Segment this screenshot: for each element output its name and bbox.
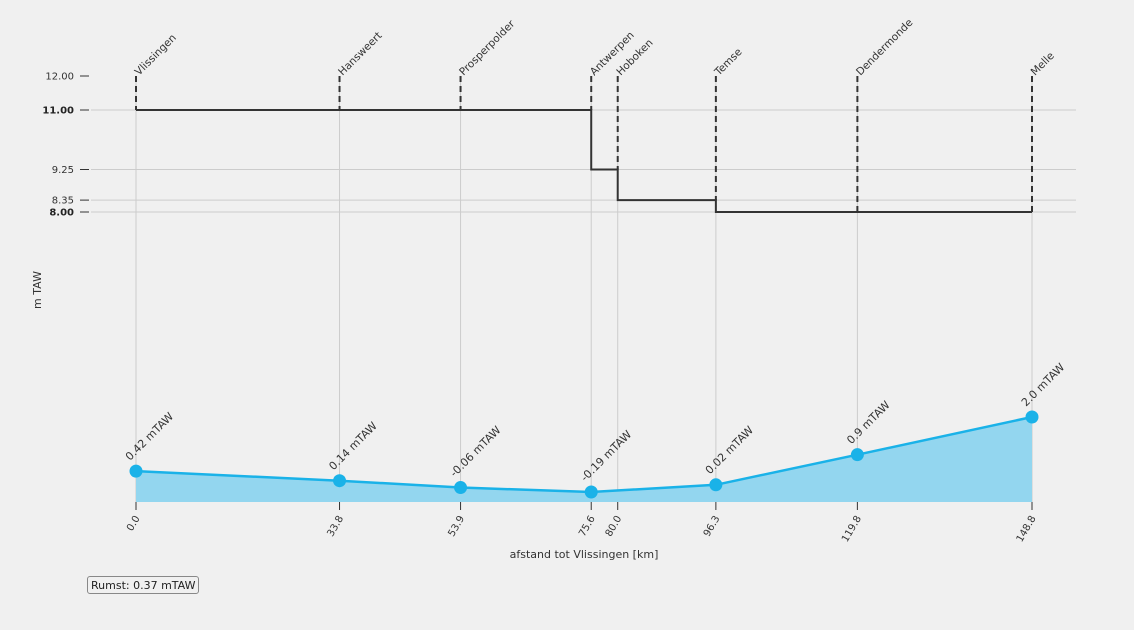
x-tick-label: 33.8 (325, 514, 346, 539)
station-label-vlissingen: Vlissingen (133, 32, 179, 78)
water-level-data-label: 0.14 mTAW (326, 419, 379, 472)
x-tick-label: 119.8 (840, 514, 864, 544)
water-level-point (584, 485, 598, 499)
water-level-point (1025, 410, 1039, 424)
vertical-gridlines (135, 76, 1033, 502)
water-level-area (136, 417, 1032, 502)
x-tick-label: 96.3 (702, 514, 723, 539)
water-level-data-label: 0.02 mTAW (703, 424, 756, 477)
water-level-point (850, 448, 864, 462)
station-label-prosperpolder: Prosperpolder (457, 18, 518, 79)
station-label-temse: Temse (712, 46, 745, 79)
x-axis: 0.0 33.8 53.9 75.6 80.0 96.3 119.8 148.8 (125, 502, 1039, 544)
station-labels: Vlissingen Hansweert Prosperpolder Antwerpe… (133, 17, 1057, 79)
water-level-data-label: -0.06 mTAW (447, 423, 503, 479)
dike-height-line (136, 109, 1032, 213)
x-tick-label: 75.6 (577, 514, 598, 539)
station-label-melle: Melle (1029, 50, 1057, 78)
x-tick-label: 53.9 (446, 514, 467, 539)
x-tick-label: 80.0 (604, 514, 625, 539)
station-label-dendermonde: Dendermonde (854, 17, 915, 78)
x-tick-label: 148.8 (1015, 514, 1039, 544)
y-tick-label: 12.00 (45, 72, 74, 83)
y-tick-label: 8.00 (49, 208, 74, 219)
water-level-point (454, 481, 468, 495)
water-level-point (333, 474, 347, 488)
water-level-data-label: 2.0 mTAW (1019, 361, 1067, 409)
water-level-data-label: 0.9 mTAW (844, 398, 892, 446)
water-level-series: 0.42 mTAW 0.14 mTAW -0.06 mTAW -0.19 mTAW 0.… (123, 361, 1067, 502)
water-level-point (709, 478, 723, 492)
y-axis: 12.00 11.00 9.25 8.358.00 (42, 72, 89, 219)
x-tick-label: 0.0 (125, 514, 142, 533)
horizontal-gridlines (91, 109, 1076, 213)
y-tick-label: 8.35 (52, 196, 74, 207)
rumst-info-box: Rumst: 0.37 mTAW (87, 576, 200, 594)
water-level-data-label: 0.42 mTAW (123, 410, 176, 463)
station-label-hansweert: Hansweert (336, 30, 384, 78)
dike-height-series (135, 76, 1033, 213)
y-tick-label: 11.00 (42, 106, 74, 117)
y-axis-title: m TAW (31, 271, 44, 309)
x-axis-title: afstand tot Vlissingen [km] (510, 548, 659, 561)
y-tick-label: 9.25 (52, 165, 74, 176)
water-level-point (129, 464, 143, 478)
water-level-data-label: -0.19 mTAW (578, 428, 634, 484)
